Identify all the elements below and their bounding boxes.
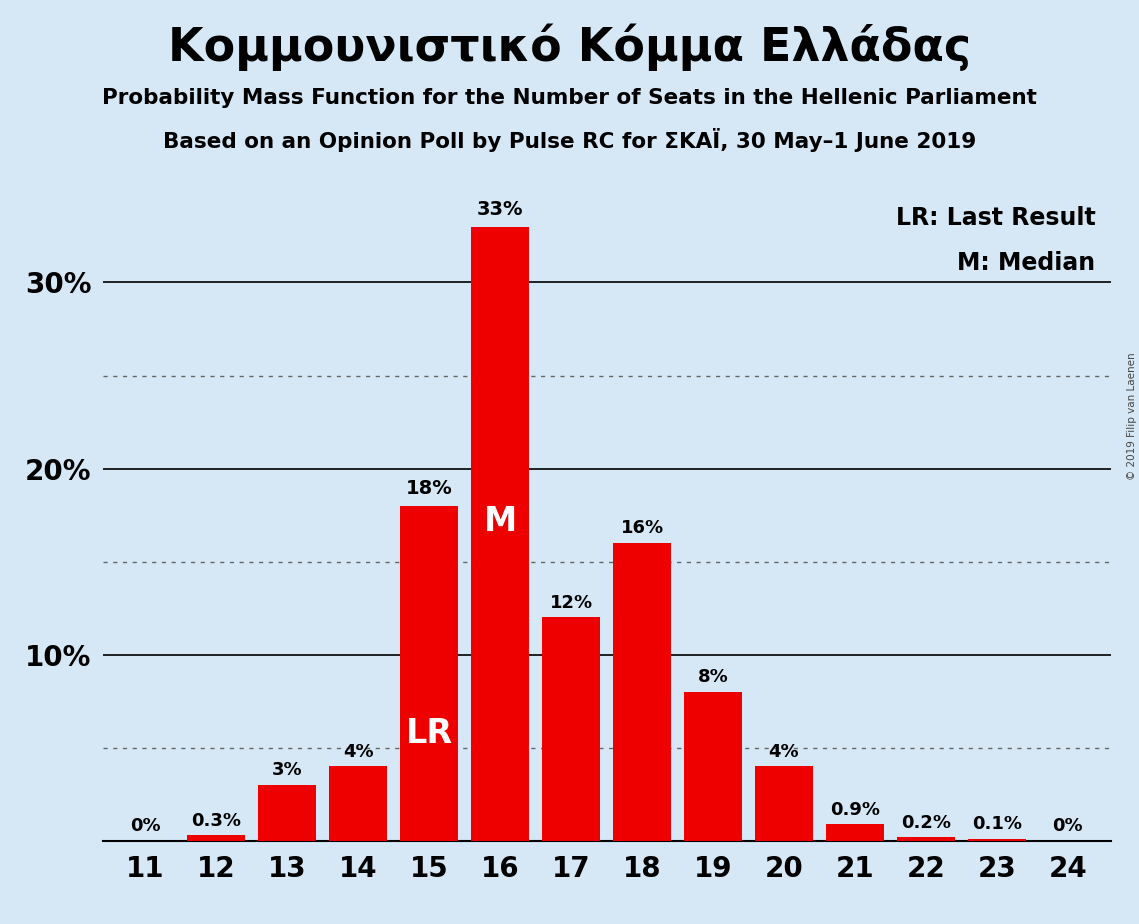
Text: 0%: 0% bbox=[130, 817, 161, 835]
Bar bbox=[755, 766, 813, 841]
Text: 0.9%: 0.9% bbox=[830, 800, 880, 819]
Text: 0.2%: 0.2% bbox=[901, 813, 951, 832]
Text: 12%: 12% bbox=[549, 594, 592, 612]
Bar bbox=[257, 785, 317, 841]
Bar bbox=[470, 226, 530, 841]
Text: 4%: 4% bbox=[769, 743, 800, 760]
Text: 4%: 4% bbox=[343, 743, 374, 760]
Bar bbox=[542, 617, 600, 841]
Text: 16%: 16% bbox=[621, 519, 664, 538]
Text: M: M bbox=[483, 505, 517, 538]
Bar bbox=[400, 505, 458, 841]
Text: LR: LR bbox=[405, 717, 452, 750]
Text: LR: Last Result: LR: Last Result bbox=[895, 206, 1096, 230]
Bar bbox=[968, 839, 1026, 841]
Text: 0%: 0% bbox=[1052, 817, 1083, 835]
Bar bbox=[613, 543, 671, 841]
Bar bbox=[329, 766, 387, 841]
Bar bbox=[187, 835, 245, 841]
Text: 3%: 3% bbox=[272, 761, 302, 780]
Text: Κομμουνιστικό Κόμμα Ελλάδας: Κομμουνιστικό Κόμμα Ελλάδας bbox=[167, 23, 972, 70]
Text: Based on an Opinion Poll by Pulse RC for ΣΚΑΪ, 30 May–1 June 2019: Based on an Opinion Poll by Pulse RC for… bbox=[163, 128, 976, 152]
Text: 0.1%: 0.1% bbox=[972, 815, 1022, 833]
Text: 33%: 33% bbox=[477, 201, 523, 219]
Bar bbox=[896, 837, 956, 841]
Text: © 2019 Filip van Laenen: © 2019 Filip van Laenen bbox=[1126, 352, 1137, 480]
Bar bbox=[683, 692, 743, 841]
Text: M: Median: M: Median bbox=[957, 251, 1096, 275]
Text: Probability Mass Function for the Number of Seats in the Hellenic Parliament: Probability Mass Function for the Number… bbox=[103, 88, 1036, 108]
Text: 18%: 18% bbox=[405, 480, 452, 498]
Bar bbox=[826, 824, 884, 841]
Text: 8%: 8% bbox=[697, 668, 728, 687]
Text: 0.3%: 0.3% bbox=[191, 811, 241, 830]
